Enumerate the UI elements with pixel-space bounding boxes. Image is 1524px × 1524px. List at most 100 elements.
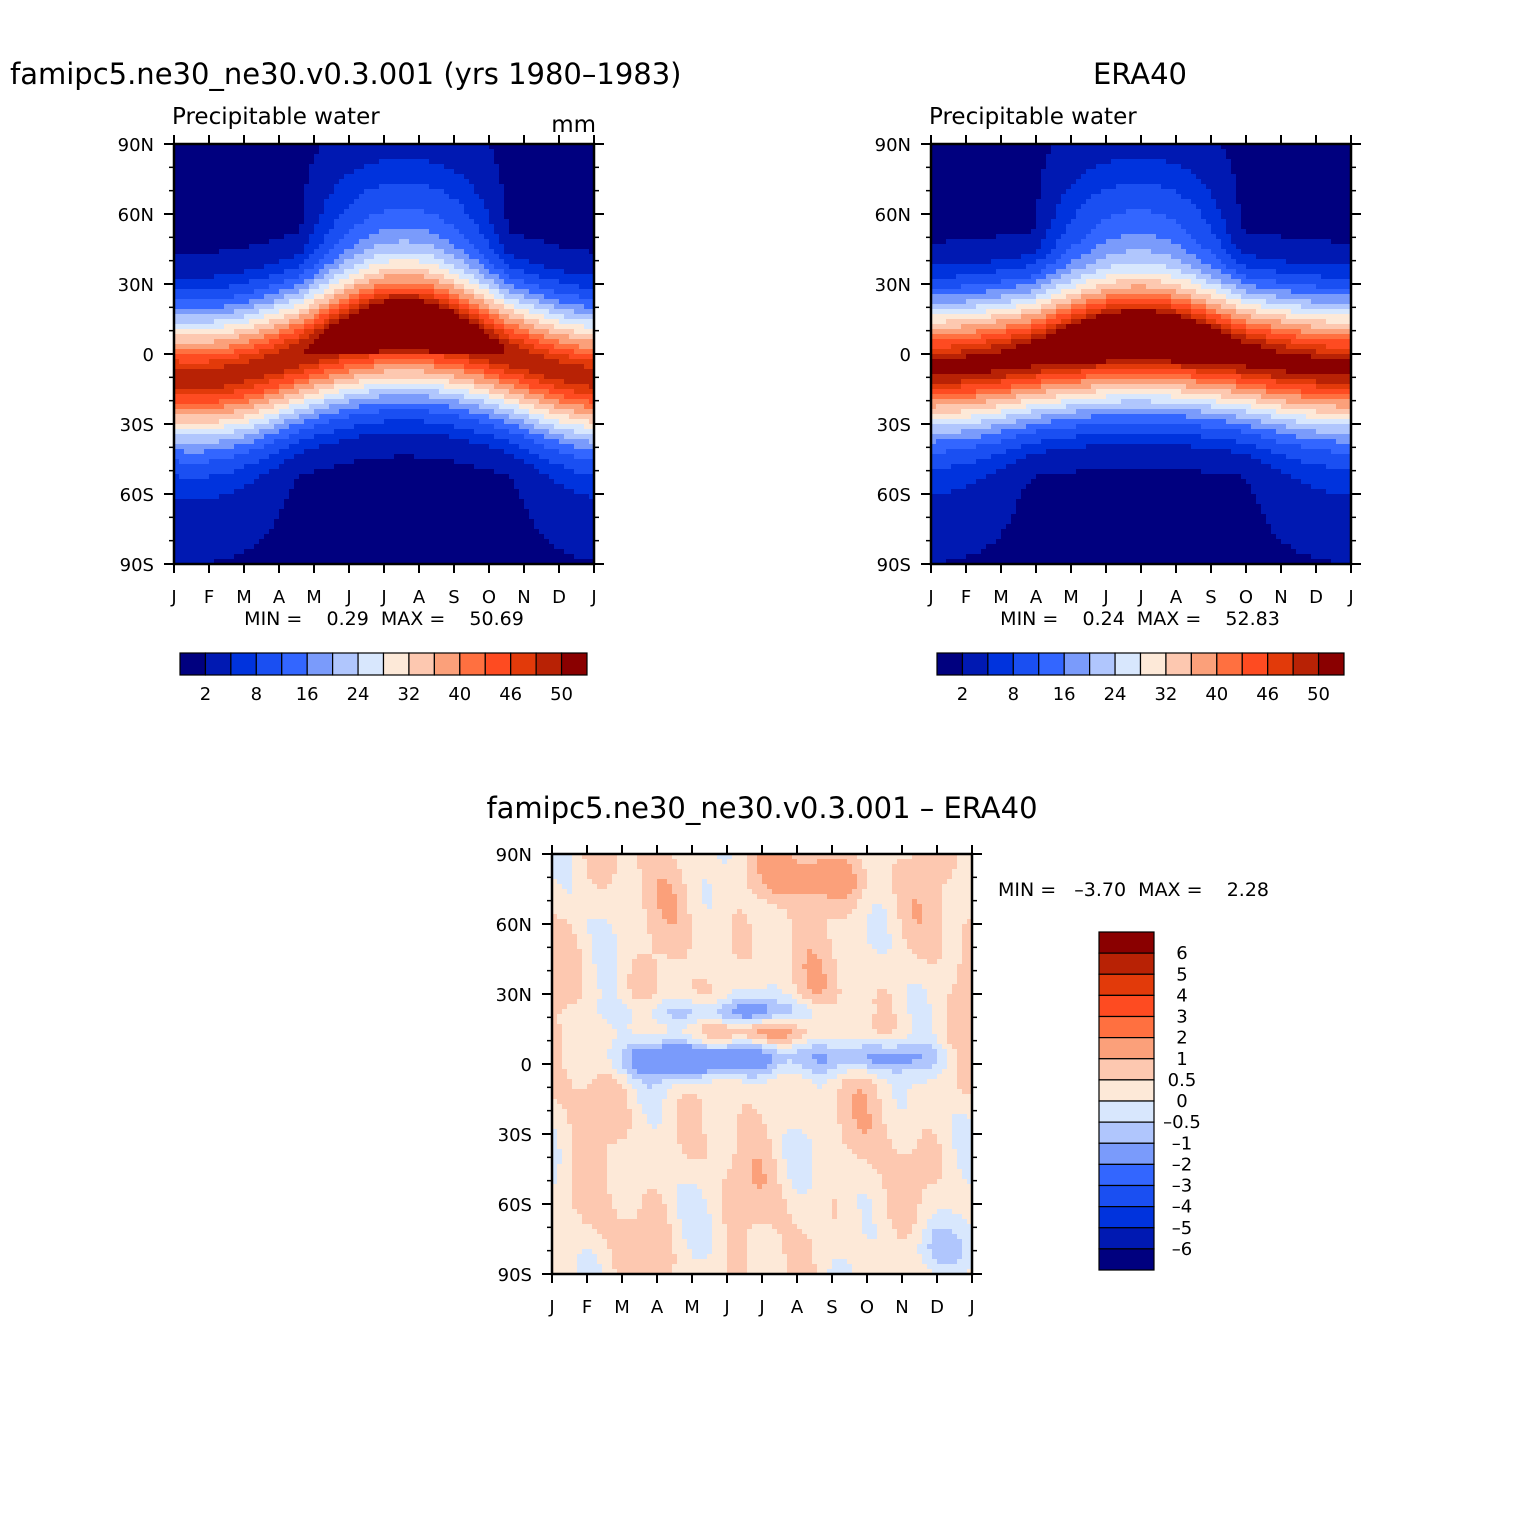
field-cell <box>389 214 395 220</box>
field-cell <box>514 419 520 425</box>
field-cell <box>544 174 550 180</box>
field-cell <box>359 404 365 410</box>
field-cell <box>354 154 360 160</box>
field-cell <box>184 364 190 370</box>
field-cell <box>454 174 460 180</box>
field-cell <box>474 414 480 420</box>
field-cell <box>279 274 285 280</box>
field-cell <box>339 409 345 415</box>
field-cell <box>359 339 365 345</box>
field-cell <box>549 409 555 415</box>
field-cell <box>274 434 280 440</box>
field-cell <box>334 284 340 290</box>
field-cell <box>554 349 560 355</box>
field-cell <box>219 179 225 185</box>
field-cell <box>414 334 420 340</box>
field-cell <box>454 164 460 170</box>
field-cell <box>449 289 455 295</box>
field-cell <box>534 374 540 380</box>
field-cell <box>564 194 570 200</box>
field-cell <box>229 394 235 400</box>
field-cell <box>544 294 550 300</box>
field-cell <box>474 194 480 200</box>
field-cell <box>439 194 445 200</box>
field-cell <box>414 329 420 335</box>
field-cell <box>319 254 325 260</box>
field-cell <box>554 334 560 340</box>
field-cell <box>524 179 530 185</box>
field-cell <box>449 284 455 290</box>
field-cell <box>574 319 580 325</box>
field-cell <box>554 409 560 415</box>
field-cell <box>214 399 220 405</box>
field-cell <box>454 149 460 155</box>
field-cell <box>194 334 200 340</box>
field-cell <box>559 334 565 340</box>
field-cell <box>469 364 475 370</box>
field-cell <box>409 329 415 335</box>
field-cell <box>509 319 515 325</box>
field-cell <box>549 329 555 335</box>
field-cell <box>404 404 410 410</box>
field-cell <box>554 284 560 290</box>
field-cell <box>449 179 455 185</box>
field-cell <box>299 299 305 305</box>
field-cell <box>474 364 480 370</box>
field-cell <box>579 209 585 215</box>
field-cell <box>434 334 440 340</box>
field-cell <box>184 284 190 290</box>
field-cell <box>304 294 310 300</box>
field-cell <box>249 244 255 250</box>
field-cell <box>549 234 555 240</box>
field-cell <box>544 169 550 175</box>
field-cell <box>454 379 460 385</box>
field-cell <box>384 404 390 410</box>
field-cell <box>199 259 205 265</box>
field-cell <box>589 259 595 265</box>
field-cell <box>279 349 285 355</box>
field-cell <box>454 429 460 435</box>
field-cell <box>584 284 590 290</box>
field-cell <box>529 264 535 270</box>
field-cell <box>444 404 450 410</box>
field-cell <box>189 339 195 345</box>
field-cell <box>484 414 490 420</box>
field-cell <box>249 409 255 415</box>
field-cell <box>234 349 240 355</box>
field-cell <box>279 159 285 165</box>
field-cell <box>204 239 210 245</box>
field-cell <box>199 184 205 190</box>
field-cell <box>239 324 245 330</box>
field-cell <box>544 244 550 250</box>
field-cell <box>199 294 205 300</box>
field-cell <box>459 219 465 225</box>
field-cell <box>484 214 490 220</box>
field-cell <box>499 274 505 280</box>
field-cell <box>474 289 480 295</box>
field-cell <box>524 249 530 255</box>
field-cell <box>379 199 385 205</box>
field-cell <box>579 404 585 410</box>
field-cell <box>444 334 450 340</box>
field-cell <box>544 254 550 260</box>
field-cell <box>589 429 595 435</box>
field-cell <box>289 239 295 245</box>
field-cell <box>464 369 470 375</box>
field-cell <box>409 384 415 390</box>
field-cell <box>514 279 520 285</box>
field-cell <box>274 174 280 180</box>
field-cell <box>529 224 535 230</box>
field-cell <box>184 394 190 400</box>
field-cell <box>464 199 470 205</box>
field-cell <box>454 334 460 340</box>
field-cell <box>339 339 345 345</box>
field-cell <box>349 204 355 210</box>
field-cell <box>484 234 490 240</box>
field-cell <box>194 289 200 295</box>
field-cell <box>449 299 455 305</box>
field-cell <box>449 294 455 300</box>
field-cell <box>369 424 375 430</box>
field-cell <box>569 194 575 200</box>
field-cell <box>219 439 225 445</box>
field-cell <box>514 409 520 415</box>
